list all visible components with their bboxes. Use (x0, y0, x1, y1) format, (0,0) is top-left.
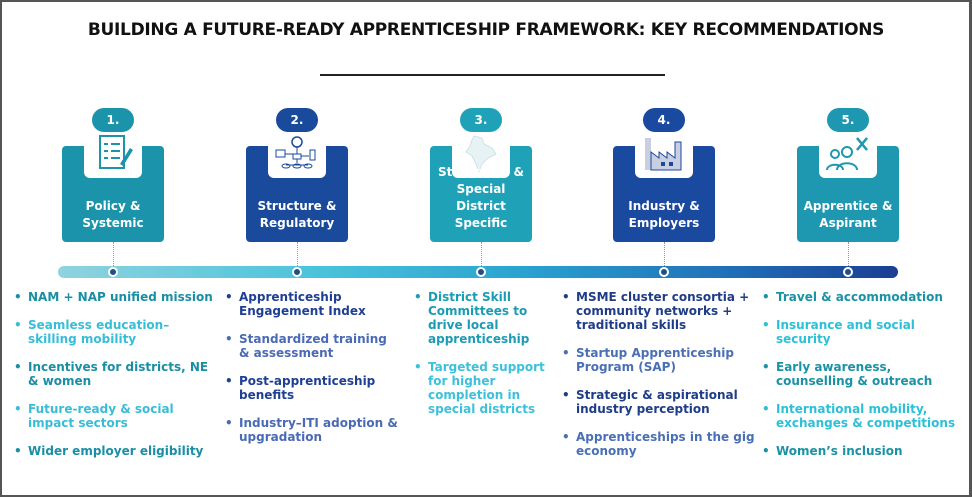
pillar-number-badge: 1. (92, 108, 134, 132)
recommendation-list: MSME cluster consortia + community netwo… (562, 290, 757, 472)
pillar-label: Industry & Employers (628, 199, 700, 230)
connector-line (481, 242, 482, 270)
pillar-number-badge: 4. (643, 108, 685, 132)
timeline-node (476, 267, 486, 277)
connector-line (113, 242, 114, 270)
recommendation-item: Women’s inclusion (762, 444, 967, 458)
recommendation-item: NAM + NAP unified mission (14, 290, 214, 304)
timeline-node (659, 267, 669, 277)
recommendation-item: Apprenticeship Engagement Index (225, 290, 400, 318)
pillar-card: States/UTs & Special District Specific (430, 135, 532, 242)
pillar-number-badge: 2. (276, 108, 318, 132)
recommendation-item: Wider employer eligibility (14, 444, 214, 458)
pillar-card: Policy & Systemic (62, 135, 164, 242)
flowchart-structure-icon (275, 136, 316, 169)
title-divider (320, 74, 665, 76)
pillar-label: Structure & Regulatory (257, 199, 337, 230)
recommendation-list: NAM + NAP unified mission Seamless educat… (14, 290, 214, 472)
recommendation-item: Early awareness, counselling & outreach (762, 360, 967, 388)
recommendation-item: Startup Apprenticeship Program (SAP) (562, 346, 757, 374)
recommendation-item: District Skill Committees to drive local… (414, 290, 554, 346)
timeline-node (108, 267, 118, 277)
recommendation-item: Post-apprenticeship benefits (225, 374, 400, 402)
icon-well (819, 146, 877, 178)
pillar-label: Apprentice & Aspirant (803, 199, 893, 230)
recommendation-item: Future-ready & social impact sectors (14, 402, 214, 430)
recommendation-list: District Skill Committees to drive local… (414, 290, 554, 430)
pillar-number-badge: 3. (460, 108, 502, 132)
timeline-node (843, 267, 853, 277)
recommendation-item: Travel & accommodation (762, 290, 967, 304)
recommendation-item: Insurance and social security (762, 318, 967, 346)
pillar-card: Structure & Regulatory (246, 136, 348, 242)
factory-icon (645, 138, 682, 171)
recommendation-item: Apprenticeships in the gig economy (562, 430, 757, 458)
recommendation-item: Industry–ITI adoption & upgradation (225, 416, 400, 444)
india-map-icon (465, 135, 497, 174)
pillar-number-badge: 5. (827, 108, 869, 132)
connector-line (664, 242, 665, 270)
page-title: BUILDING A FUTURE-READY APPRENTICESHIP F… (87, 20, 885, 40)
timeline-node (292, 267, 302, 277)
pillar-label: States/UTs & Special District Specific (438, 165, 524, 230)
recommendation-item: Strategic & aspirational industry percep… (562, 388, 757, 416)
people-tools-icon (826, 137, 868, 171)
recommendation-item: Targeted support for higher completion i… (414, 360, 554, 416)
pillar-card: Apprentice & Aspirant (797, 137, 899, 242)
recommendation-item: Seamless education–skilling mobility (14, 318, 214, 346)
recommendation-item: Incentives for districts, NE & women (14, 360, 214, 388)
recommendation-list: Apprenticeship Engagement Index Standardi… (225, 290, 400, 458)
connector-line (848, 242, 849, 270)
connector-line (297, 242, 298, 270)
checklist-document-icon (99, 135, 133, 169)
pillar-card: Industry & Employers (613, 138, 715, 242)
pillar-label: Policy & Systemic (82, 199, 144, 230)
recommendation-item: Standardized training & assessment (225, 332, 400, 360)
recommendation-item: MSME cluster consortia + community netwo… (562, 290, 757, 332)
recommendation-item: International mobility, exchanges & comp… (762, 402, 967, 430)
recommendation-list: Travel & accommodation Insurance and soci… (762, 290, 967, 472)
